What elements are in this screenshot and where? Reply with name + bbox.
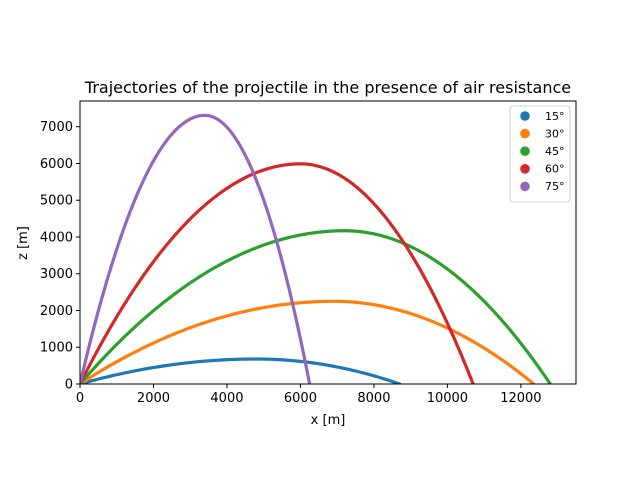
chart-title: Trajectories of the projectile in the pr… xyxy=(84,78,571,97)
x-axis-label: x [m] xyxy=(311,413,346,428)
x-tick-label-2: 4000 xyxy=(210,391,243,406)
x-tick-label-6: 12000 xyxy=(500,391,541,406)
x-tick-label-5: 10000 xyxy=(427,391,468,406)
plot-area: 0 2000 4000 6000 8000 10000 12000 0 1000 2000 3000… xyxy=(40,100,577,406)
legend-label-4: 75° xyxy=(545,180,565,193)
series-line-0 xyxy=(80,357,402,384)
legend-marker-2 xyxy=(520,146,530,156)
legend-marker-3 xyxy=(520,164,530,174)
legend-label-1: 30° xyxy=(545,127,565,140)
legend-marker-4 xyxy=(520,181,530,192)
legend-label-0: 15° xyxy=(545,110,565,123)
y-tick-label-0: 0 xyxy=(65,378,73,393)
legend-marker-1 xyxy=(520,128,530,139)
x-tick-label-1: 2000 xyxy=(137,391,170,406)
y-axis-label: z [m] xyxy=(16,226,31,260)
y-tick-label-5: 5000 xyxy=(40,194,73,209)
x-tick-label-0: 0 xyxy=(76,391,84,406)
legend-label-3: 60° xyxy=(545,163,565,176)
series-line-2 xyxy=(80,229,552,384)
series-group xyxy=(80,113,552,384)
x-tick-label-4: 8000 xyxy=(357,391,390,406)
y-tick-label-1: 1000 xyxy=(40,341,73,356)
legend-label-2: 45° xyxy=(545,145,565,158)
y-tick-label-2: 2000 xyxy=(40,304,73,319)
series-line-4 xyxy=(80,113,312,384)
y-tick-label-7: 7000 xyxy=(40,120,73,135)
series-line-3 xyxy=(80,162,475,384)
axes-frame xyxy=(79,100,577,385)
y-tick-label-4: 4000 xyxy=(40,230,73,245)
y-tick-label-6: 6000 xyxy=(40,157,73,172)
x-tick-label-3: 6000 xyxy=(284,391,317,406)
legend: 15° 30° 45° 60° 75° xyxy=(509,105,571,203)
legend-marker-0 xyxy=(520,111,530,121)
y-tick-label-3: 3000 xyxy=(40,267,73,282)
series-line-1 xyxy=(80,299,536,384)
